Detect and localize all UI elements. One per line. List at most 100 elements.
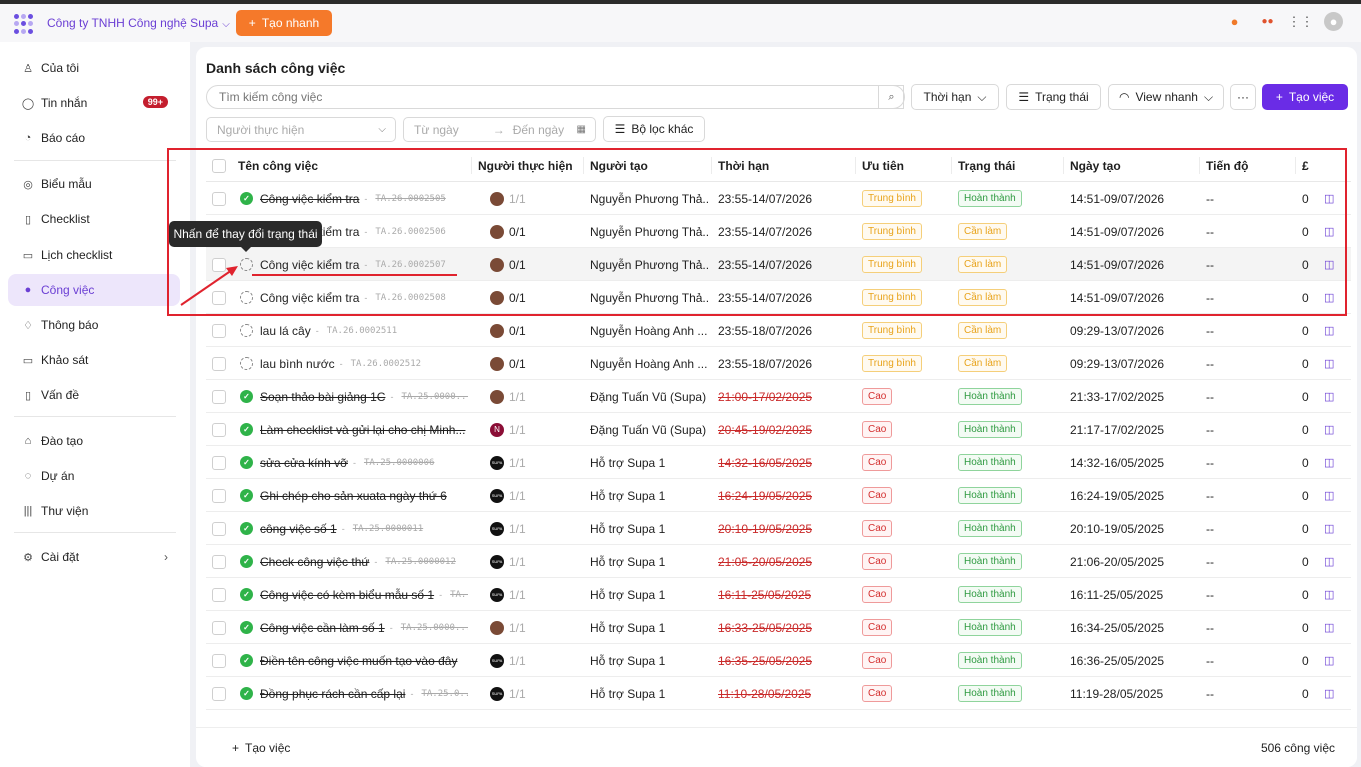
company-switcher[interactable]: Công ty TNHH Công nghệ Supa ⌵ [47,16,230,30]
status-toggle[interactable]: ✓ [240,512,253,545]
row-checkbox[interactable] [212,512,226,545]
col-comments[interactable]: £ [1302,158,1309,173]
search-input[interactable] [206,85,904,109]
user-avatar[interactable]: ● [1324,12,1343,31]
task-name-cell[interactable]: Công việc có kèm biểu mẫu số 1-TA... [260,578,468,611]
col-task-name[interactable]: Tên công việc [238,158,319,173]
sidebar-item-tasks[interactable]: ● Công việc [8,274,180,306]
comment-icon[interactable]: ◫ [1324,457,1335,469]
comment-icon[interactable]: ◫ [1324,325,1335,337]
status-toggle[interactable]: ✓ [240,413,253,446]
task-name-cell[interactable]: Ghi chép cho sản xuata ngày thứ 6 [260,479,468,512]
table-row[interactable]: Công việc kiểm tra - TA.26.0002508 0/1 Nguyễ… [206,281,1351,314]
task-name-cell[interactable]: Check công việc thứ - TA.25.0000012 [260,545,468,578]
sidebar-item-mine[interactable]: ♙ Của tôi [8,52,180,84]
comment-icon[interactable]: ◫ [1324,193,1335,205]
sidebar-item-checklist-calendar[interactable]: ▭ Lịch checklist [8,239,180,271]
comment-icon[interactable]: ◫ [1324,523,1335,535]
table-row[interactable]: ✓ Công việc có kèm biểu mẫu số 1-TA... SUP… [206,578,1351,611]
row-checkbox[interactable] [212,446,226,479]
quick-create-button[interactable]: + Tạo nhanh [236,10,332,36]
col-progress[interactable]: Tiến độ [1206,158,1249,173]
status-toggle[interactable]: ✓ [240,446,253,479]
status-toggle[interactable] [240,314,253,347]
task-name-cell[interactable]: sửa cửa kính vỡ - TA.25.0000006 [260,446,468,479]
comment-icon[interactable]: ◫ [1324,259,1335,271]
comment-icon[interactable]: ◫ [1324,226,1335,238]
status-toggle[interactable]: ✓ [240,677,253,710]
table-row[interactable]: ✓ Điền tên công việc muốn tạo vào đây SUPA… [206,644,1351,677]
status-toggle[interactable]: ✓ [240,611,253,644]
status-toggle[interactable] [240,347,253,380]
row-checkbox[interactable] [212,479,226,512]
sidebar-item-forms[interactable]: ◎ Biểu mẫu [8,168,180,200]
sidebar-item-checklist[interactable]: ▯ Checklist [8,203,180,235]
row-checkbox[interactable] [212,248,226,281]
col-created-date[interactable]: Ngày tạo [1070,158,1121,173]
table-row[interactable]: ✓ Làm checklist và gửi lại cho chị Minh..… [206,413,1351,446]
apps-grid-icon[interactable]: ⋮⋮ [1287,13,1314,29]
comment-icon[interactable]: ◫ [1324,688,1335,700]
create-task-button[interactable]: + Tạo việc [1262,84,1348,110]
add-task-button[interactable]: + Tạo việc [232,741,290,755]
table-row[interactable]: ✓ công việc số 1- TA.25.0000011 SUPA 1/1 Hỗ t… [206,512,1351,545]
task-name-cell[interactable]: lau bình nước - TA.26.0002512 [260,347,468,380]
task-name-cell[interactable]: Làm checklist và gửi lại cho chị Minh... [260,413,468,446]
comment-icon[interactable]: ◫ [1324,622,1335,634]
status-toggle[interactable]: ✓ [240,578,253,611]
row-checkbox[interactable] [212,380,226,413]
table-row[interactable]: ✓ Soạn thảo bài giảng 1C - TA.25.0000... 1/1… [206,380,1351,413]
search-icon[interactable]: ⌕ [878,85,905,109]
comment-icon[interactable]: ◫ [1324,490,1335,502]
status-toggle[interactable]: ✓ [240,545,253,578]
task-name-cell[interactable]: Đồng phục rách cần cấp lại-TA.25.0... [260,677,468,710]
task-name-cell[interactable]: lau lá cây - TA.26.0002511 [260,314,468,347]
sidebar-item-training[interactable]: ⌂ Đào tạo [8,425,180,457]
deadline-filter-button[interactable]: Thời hạn ⌵ [911,84,999,110]
sidebar-item-surveys[interactable]: ▭ Khảo sát [8,344,180,376]
row-checkbox[interactable] [212,281,226,314]
team-icon[interactable]: ●● [1261,16,1274,27]
app-logo-icon[interactable] [14,14,34,34]
select-all-checkbox[interactable] [212,149,226,182]
row-checkbox[interactable] [212,347,226,380]
table-row[interactable]: ✓ sửa cửa kính vỡ - TA.25.0000006 SUPA 1/1 Hỗ … [206,446,1351,479]
task-name-cell[interactable]: Điền tên công việc muốn tạo vào đây [260,644,468,677]
col-priority[interactable]: Ưu tiên [862,158,904,173]
other-filters-button[interactable]: ☰ Bộ lọc khác [603,116,705,142]
status-toggle[interactable]: ✓ [240,182,253,215]
table-row[interactable]: lau lá cây - TA.26.0002511 0/1 Nguyễn Hoàng … [206,314,1351,347]
row-checkbox[interactable] [212,677,226,710]
comment-icon[interactable]: ◫ [1324,358,1335,370]
row-checkbox[interactable] [212,545,226,578]
col-creator[interactable]: Người tạo [590,158,648,173]
row-checkbox[interactable] [212,611,226,644]
comment-icon[interactable]: ◫ [1324,292,1335,304]
status-toggle[interactable]: ✓ [240,380,253,413]
comment-icon[interactable]: ◫ [1324,556,1335,568]
table-row[interactable]: lau bình nước - TA.26.0002512 0/1 Nguyễn Hoà… [206,347,1351,380]
sidebar-item-messages[interactable]: ◯ Tin nhắn 99+ [8,87,180,119]
table-row[interactable]: ✓ Đồng phục rách cần cấp lại-TA.25.0... SU… [206,677,1351,710]
sidebar-item-issues[interactable]: ▯ Vấn đề [8,379,180,411]
task-name-cell[interactable]: Công việc kiểm tra - TA.26.0002505 [260,182,468,215]
sidebar-item-settings[interactable]: ⚙ Cài đặt › [8,541,180,573]
col-deadline[interactable]: Thời hạn [718,158,770,173]
table-row[interactable]: ✓ Ghi chép cho sản xuata ngày thứ 6 SUPA 1/… [206,479,1351,512]
task-name-cell[interactable]: Công việc kiểm tra - TA.26.0002508 [260,281,468,314]
row-checkbox[interactable] [212,182,226,215]
row-checkbox[interactable] [212,578,226,611]
sidebar-item-projects[interactable]: ◌ Dự án [8,460,180,492]
task-name-cell[interactable]: Công việc kiểm tra - TA.26.0002507 [260,248,468,281]
date-range-picker[interactable]: Từ ngày → Đến ngày ▦ [403,117,596,142]
table-row[interactable]: ✓ Công việc kiểm tra - TA.26.0002505 1/1 Nguy… [206,182,1351,215]
status-toggle[interactable]: ✓ [240,479,253,512]
assignee-filter-select[interactable]: Người thực hiện ⌵ [206,117,396,142]
notification-bubble-icon[interactable]: ● [1230,14,1239,29]
quick-view-button[interactable]: ◠ View nhanh ⌵ [1108,84,1224,110]
task-name-cell[interactable]: Công việc cần làm số 1- TA.25.0000... [260,611,468,644]
status-toggle[interactable] [240,248,253,281]
comment-icon[interactable]: ◫ [1324,655,1335,667]
comment-icon[interactable]: ◫ [1324,589,1335,601]
comment-icon[interactable]: ◫ [1324,391,1335,403]
